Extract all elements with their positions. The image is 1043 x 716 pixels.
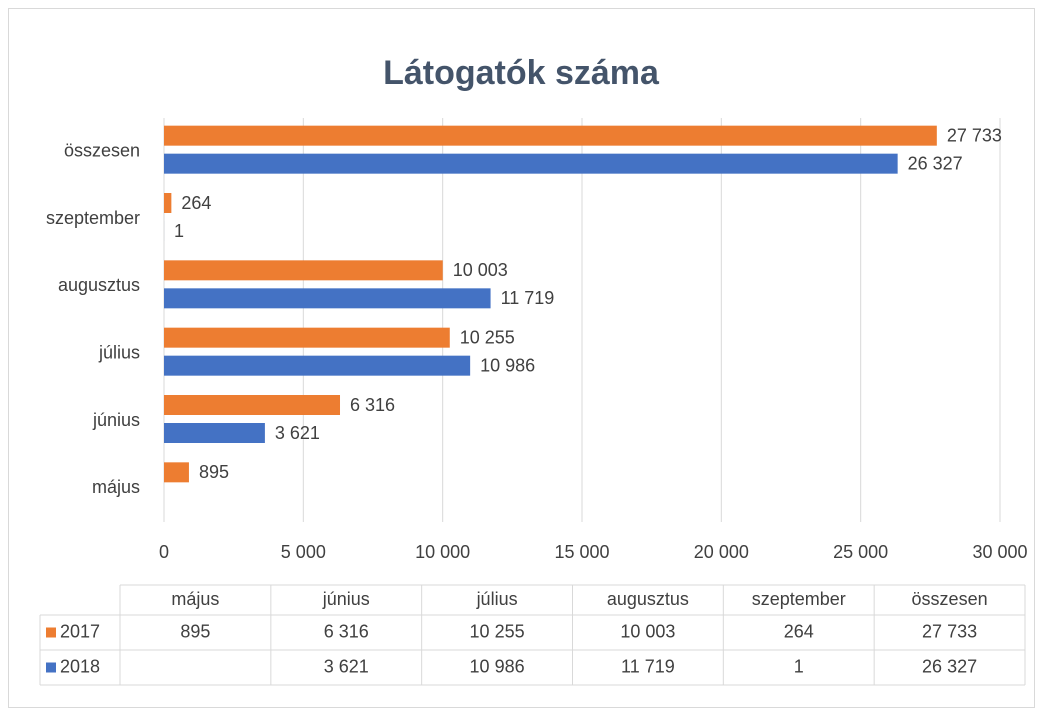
bar <box>164 153 898 174</box>
table-cell: 10 255 <box>470 621 525 641</box>
table-cell: 10 003 <box>620 621 675 641</box>
y-tick-label: június <box>92 410 140 430</box>
y-tick-label: összesen <box>64 140 140 160</box>
table-cell: 26 327 <box>922 656 977 676</box>
table-cell: 6 316 <box>324 621 369 641</box>
value-label: 26 327 <box>908 153 963 173</box>
value-label: 11 719 <box>501 288 555 308</box>
table-cell: 3 621 <box>324 656 369 676</box>
x-tick-label: 25 000 <box>833 542 888 562</box>
value-label: 10 255 <box>460 327 515 347</box>
x-tick-label: 5 000 <box>281 542 326 562</box>
bar <box>164 462 189 483</box>
y-tick-label: május <box>92 477 140 497</box>
legend-swatch <box>46 662 56 673</box>
bar <box>164 395 341 415</box>
bar <box>164 288 491 309</box>
table-cell: 10 986 <box>470 656 525 676</box>
table-header: június <box>322 589 370 609</box>
y-tick-label: augusztus <box>58 275 140 295</box>
value-label: 27 733 <box>947 125 1002 145</box>
table-cell: 27 733 <box>922 621 977 641</box>
y-tick-label: július <box>98 342 140 362</box>
bar <box>164 355 471 376</box>
table-header: július <box>476 589 518 609</box>
table-header: május <box>171 589 219 609</box>
x-tick-label: 0 <box>159 542 169 562</box>
table-cell: 895 <box>180 621 210 641</box>
value-label: 264 <box>181 193 211 213</box>
table-header: szeptember <box>752 589 846 609</box>
legend-label: 2017 <box>60 621 100 641</box>
legend-swatch <box>46 627 56 638</box>
table-cell: 264 <box>784 621 814 641</box>
value-label: 10 003 <box>453 260 508 280</box>
table-header: augusztus <box>607 589 689 609</box>
value-label: 6 316 <box>350 395 395 415</box>
value-label: 3 621 <box>275 423 320 443</box>
x-tick-label: 10 000 <box>415 542 470 562</box>
bar <box>164 193 172 213</box>
x-tick-label: 30 000 <box>972 542 1027 562</box>
value-label: 10 986 <box>480 355 535 375</box>
bar <box>164 260 443 281</box>
legend-label: 2018 <box>60 656 100 676</box>
table-header: összesen <box>912 589 988 609</box>
x-tick-label: 20 000 <box>694 542 749 562</box>
chart-title: Látogatók száma <box>383 54 660 92</box>
value-label: 1 <box>174 221 184 241</box>
table-cell: 11 719 <box>621 656 675 676</box>
value-label: 895 <box>199 462 229 482</box>
bar <box>164 125 937 146</box>
y-tick-label: szeptember <box>46 208 140 228</box>
bar <box>164 327 450 348</box>
table-cell: 1 <box>794 656 804 676</box>
bar <box>164 423 265 443</box>
x-tick-label: 15 000 <box>554 542 609 562</box>
